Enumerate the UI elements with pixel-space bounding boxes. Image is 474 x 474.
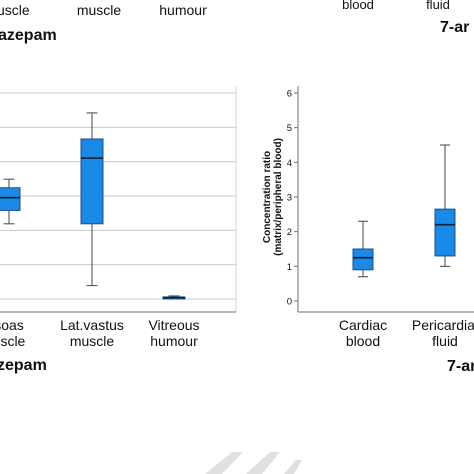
right-y-tick-label: 1 [287, 262, 292, 273]
top-row: uscle muscle humour azepam blood fluid 7… [0, 0, 469, 44]
left-panel-title: zepam [0, 357, 47, 374]
right-y-axis-label-line-1: Concentration ratio [262, 151, 273, 243]
right-y-tick-label: 3 [287, 193, 292, 204]
right-panel-title: 7-ar [447, 358, 474, 375]
left-box-3 [162, 295, 186, 300]
iqr-box [80, 138, 104, 225]
iqr-box [0, 187, 21, 211]
watermark-stroke-2 [246, 452, 280, 474]
right-y-axis-label: Concentration ratio (matrix/peripheral bl… [262, 138, 284, 256]
left-category-2-line-2: muscle [70, 333, 115, 349]
iqr-box [352, 248, 374, 271]
left-boxes [0, 112, 186, 300]
top-right-label-1: blood [342, 0, 374, 12]
right-y-tick-label: 5 [287, 123, 292, 134]
top-left-title: azepam [0, 27, 57, 44]
watermark-stroke-1 [205, 452, 243, 474]
left-category-3-line-2: humour [150, 333, 198, 349]
top-right-label-2: fluid [426, 0, 450, 12]
right-y-tick-label: 2 [287, 227, 292, 238]
right-boxes [352, 144, 456, 278]
right-y-axis: 0 1 2 3 4 5 6 [287, 86, 299, 312]
top-left-label-3: humour [159, 2, 207, 18]
right-y-tick-label: 0 [287, 297, 292, 308]
right-category-1-line-2: blood [346, 333, 380, 349]
top-left-label-1: uscle [0, 2, 30, 18]
right-y-tick-label: 6 [287, 89, 292, 100]
top-right-title: 7-ar [440, 19, 469, 36]
left-category-3-line-1: Vitreous [148, 317, 199, 333]
top-left-label-2: muscle [77, 2, 122, 18]
watermark-logo [205, 452, 302, 474]
right-y-tick-label: 4 [287, 158, 292, 169]
right-category-2-line-2: fluid [432, 333, 458, 349]
left-box-1 [0, 178, 21, 225]
right-y-axis-label-line-2: (matrix/peripheral blood) [273, 138, 284, 256]
watermark-stroke-3 [284, 460, 302, 474]
left-box-2 [80, 112, 104, 287]
right-boxplot-panel: 0 1 2 3 4 5 6 Concentration ratio (matrix/perip… [262, 86, 474, 375]
right-category-2-line-1: Pericardial [412, 317, 474, 333]
right-box-1 [352, 220, 374, 278]
left-category-2-line-1: Lat.vastus [60, 317, 124, 333]
left-category-1-line-1: soas [0, 317, 24, 333]
left-category-1-line-2: uscle [0, 333, 26, 349]
left-boxplot-panel: soasuscleLat.vastusmuscleVitreoushumour … [0, 86, 237, 374]
iqr-box [434, 208, 456, 257]
right-box-2 [434, 144, 456, 267]
left-gridlines [0, 86, 237, 312]
right-category-1-line-1: Cardiac [339, 317, 387, 333]
